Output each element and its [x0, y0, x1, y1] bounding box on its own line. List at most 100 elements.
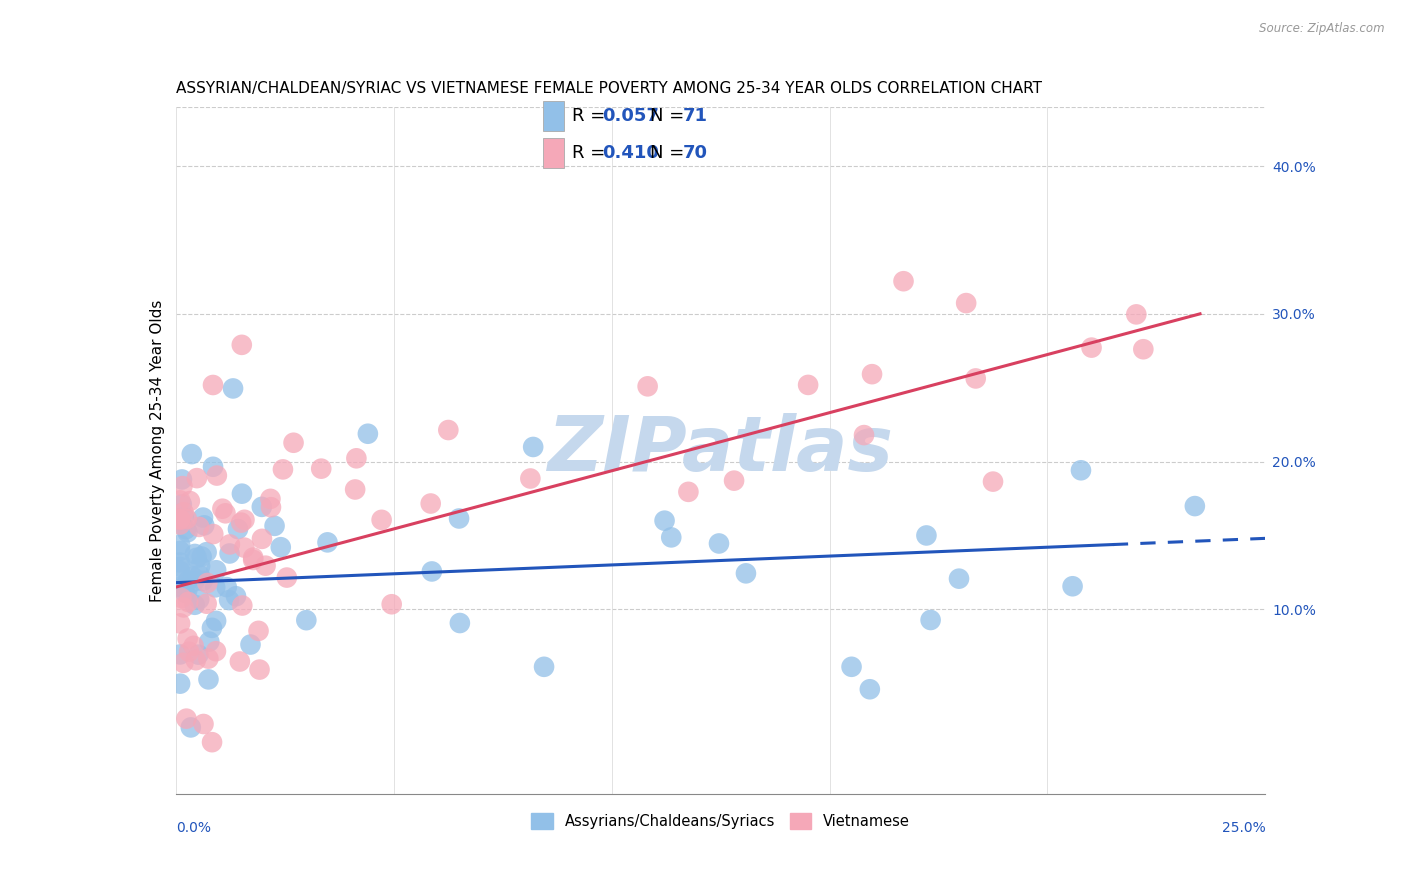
Point [231, 599, 253, 613]
Point [169, 513, 191, 527]
Bar [543, 137, 564, 168]
Bar [543, 102, 564, 131]
Point [180, 720, 202, 734]
Text: 0.057: 0.057 [602, 107, 659, 126]
Text: 70: 70 [682, 144, 707, 161]
Point [186, 550, 208, 565]
Point [419, 496, 441, 510]
Point [437, 423, 460, 437]
Point [357, 426, 380, 441]
Point [420, 565, 443, 579]
Point [172, 656, 194, 670]
Point [201, 735, 224, 749]
Text: ASSYRIAN/CHALDEAN/SYRIAC VS VIETNAMESE FEMALE POVERTY AMONG 25-34 YEAR OLDS CORR: ASSYRIAN/CHALDEAN/SYRIAC VS VIETNAMESE F… [176, 81, 1042, 96]
Point [841, 660, 863, 674]
Point [195, 576, 218, 591]
Point [229, 655, 252, 669]
Point [176, 583, 198, 598]
Point [172, 581, 194, 595]
Text: Source: ZipAtlas.com: Source: ZipAtlas.com [1260, 22, 1385, 36]
Point [181, 569, 204, 583]
Point [173, 509, 195, 524]
Point [225, 589, 247, 603]
Point [193, 717, 215, 731]
Point [231, 516, 253, 530]
Point [1062, 579, 1084, 593]
Point [242, 550, 264, 565]
Point [309, 461, 332, 475]
Point [202, 527, 225, 541]
Point [177, 645, 200, 659]
Point [222, 381, 245, 395]
Point [180, 447, 202, 461]
Point [188, 520, 211, 534]
Point [1132, 343, 1154, 357]
Point [188, 568, 211, 582]
Point [247, 624, 270, 638]
Point [176, 512, 198, 526]
Point [195, 545, 218, 559]
Point [184, 547, 207, 561]
Point [659, 530, 682, 544]
Point [169, 556, 191, 570]
Point [316, 535, 339, 549]
Point [172, 479, 194, 493]
Point [170, 497, 193, 511]
Point [239, 638, 262, 652]
Point [218, 537, 240, 551]
Point [1070, 463, 1092, 477]
Legend: Assyrians/Chaldeans/Syriacs, Vietnamese: Assyrians/Chaldeans/Syriacs, Vietnamese [526, 807, 915, 835]
Point [169, 512, 191, 526]
Point [344, 483, 367, 497]
Point [173, 505, 195, 519]
Point [183, 574, 205, 589]
Point [201, 378, 224, 392]
Point [707, 536, 730, 550]
Point [177, 595, 200, 609]
Point [271, 462, 294, 476]
Point [233, 513, 256, 527]
Text: N =: N = [650, 144, 690, 161]
Point [191, 574, 214, 588]
Text: R =: R = [572, 144, 610, 161]
Point [205, 614, 228, 628]
Point [859, 682, 882, 697]
Point [270, 540, 292, 554]
Point [176, 712, 198, 726]
Point [948, 572, 970, 586]
Point [169, 517, 191, 532]
Point [174, 586, 197, 600]
Point [259, 491, 281, 506]
Text: N =: N = [650, 107, 690, 126]
Point [231, 486, 253, 500]
Point [176, 632, 198, 646]
Point [184, 598, 207, 612]
Point [188, 592, 211, 607]
Point [250, 532, 273, 546]
Point [250, 500, 273, 514]
Point [188, 559, 211, 574]
Point [193, 518, 215, 533]
Point [195, 597, 218, 611]
Point [218, 593, 240, 607]
Point [381, 597, 404, 611]
Point [1125, 307, 1147, 321]
Text: 71: 71 [682, 107, 707, 126]
Point [533, 660, 555, 674]
Point [226, 522, 249, 536]
Point [370, 513, 392, 527]
Point [197, 673, 219, 687]
Point [231, 338, 253, 352]
Point [179, 494, 201, 508]
Point [1080, 341, 1102, 355]
Point [449, 615, 471, 630]
Point [186, 471, 208, 485]
Point [187, 648, 209, 662]
Point [920, 613, 942, 627]
Point [176, 525, 198, 540]
Point [218, 546, 240, 560]
Point [205, 563, 228, 577]
Point [197, 651, 219, 665]
Point [249, 663, 271, 677]
Point [202, 459, 225, 474]
